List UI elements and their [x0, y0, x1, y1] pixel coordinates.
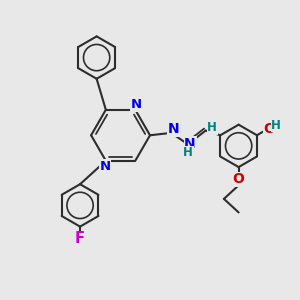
- Text: O: O: [233, 172, 244, 186]
- Text: O: O: [263, 122, 275, 136]
- Text: H: H: [183, 146, 193, 159]
- Text: H: H: [207, 121, 217, 134]
- Text: H: H: [271, 119, 281, 132]
- Text: F: F: [75, 232, 85, 247]
- Text: N: N: [100, 160, 111, 172]
- Text: N: N: [168, 122, 180, 136]
- Text: N: N: [184, 136, 196, 151]
- Text: N: N: [130, 98, 141, 111]
